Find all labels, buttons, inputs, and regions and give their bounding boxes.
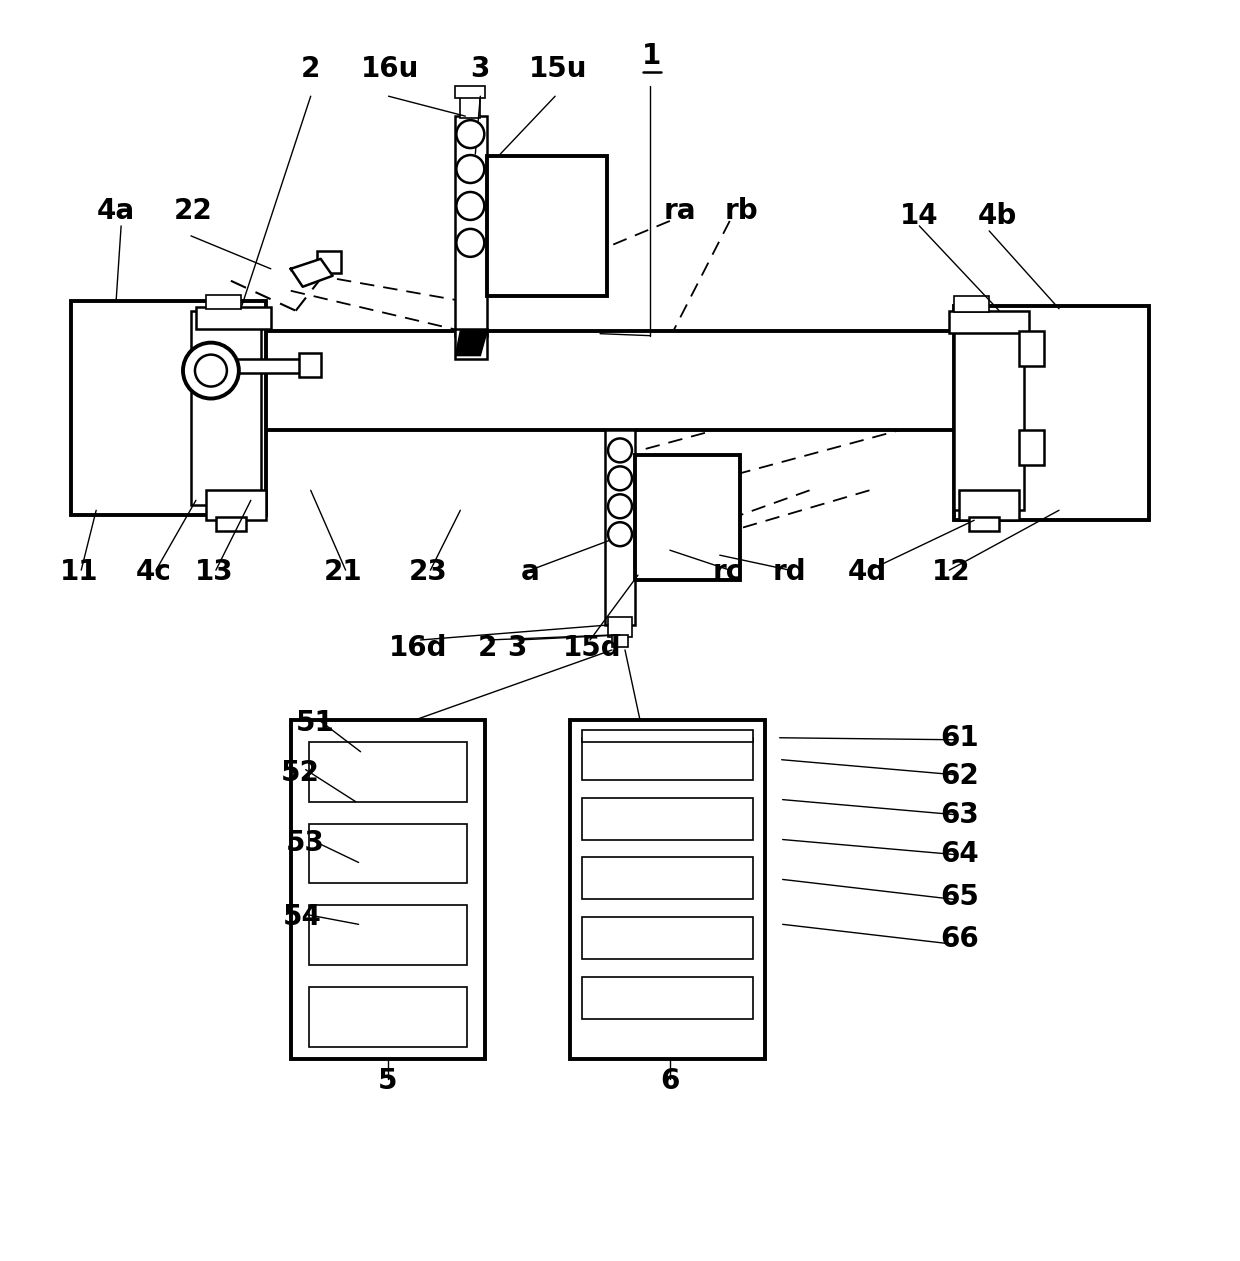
Bar bbox=[582, 798, 753, 840]
Text: 64: 64 bbox=[940, 841, 978, 869]
Circle shape bbox=[195, 354, 227, 387]
Bar bbox=[71, 300, 265, 516]
Bar bbox=[309, 905, 467, 965]
Bar bbox=[582, 738, 753, 779]
Text: 53: 53 bbox=[286, 828, 325, 856]
Text: 3: 3 bbox=[471, 55, 490, 83]
Circle shape bbox=[456, 120, 485, 148]
Text: 52: 52 bbox=[281, 759, 320, 787]
Text: 22: 22 bbox=[174, 197, 212, 224]
Bar bbox=[955, 315, 1024, 511]
Bar bbox=[487, 156, 608, 296]
Text: 11: 11 bbox=[60, 559, 98, 586]
Text: 62: 62 bbox=[940, 762, 978, 789]
Text: rb: rb bbox=[725, 197, 759, 224]
Text: a: a bbox=[521, 559, 539, 586]
Text: 13: 13 bbox=[195, 559, 233, 586]
Text: 4a: 4a bbox=[97, 197, 135, 224]
Bar bbox=[955, 305, 1148, 521]
Circle shape bbox=[608, 494, 632, 518]
Bar bbox=[582, 730, 753, 741]
Bar bbox=[299, 353, 321, 377]
Bar bbox=[960, 491, 1019, 521]
Text: 61: 61 bbox=[940, 724, 978, 752]
Bar bbox=[216, 517, 246, 531]
Bar bbox=[582, 977, 753, 1019]
Bar bbox=[1019, 430, 1044, 465]
Bar bbox=[290, 720, 485, 1059]
Bar bbox=[309, 987, 467, 1047]
Bar bbox=[455, 116, 487, 335]
Bar bbox=[950, 310, 1029, 333]
Circle shape bbox=[456, 192, 485, 219]
Circle shape bbox=[608, 467, 632, 491]
Text: ra: ra bbox=[663, 197, 696, 224]
Bar bbox=[206, 295, 241, 309]
Polygon shape bbox=[455, 330, 487, 356]
Bar bbox=[635, 455, 740, 580]
Bar bbox=[608, 617, 632, 637]
Bar bbox=[191, 310, 260, 506]
Text: 4c: 4c bbox=[136, 559, 172, 586]
Bar bbox=[1019, 330, 1044, 366]
Bar bbox=[582, 857, 753, 899]
Bar bbox=[196, 306, 270, 329]
Circle shape bbox=[456, 230, 485, 257]
Bar bbox=[460, 95, 480, 119]
Bar bbox=[613, 636, 627, 647]
Text: 66: 66 bbox=[940, 926, 978, 953]
Circle shape bbox=[184, 343, 239, 398]
Text: 21: 21 bbox=[324, 559, 362, 586]
Text: 15d: 15d bbox=[563, 634, 621, 662]
Bar bbox=[146, 330, 1089, 430]
Text: 5: 5 bbox=[378, 1067, 397, 1095]
Bar bbox=[316, 251, 341, 272]
Text: 4b: 4b bbox=[977, 202, 1017, 230]
Text: 65: 65 bbox=[940, 884, 978, 912]
Text: 16u: 16u bbox=[361, 55, 419, 83]
Text: 51: 51 bbox=[296, 709, 335, 736]
Text: 16d: 16d bbox=[389, 634, 448, 662]
Bar bbox=[570, 720, 765, 1059]
Text: 2: 2 bbox=[301, 55, 320, 83]
Text: 63: 63 bbox=[940, 801, 978, 828]
Polygon shape bbox=[290, 259, 332, 286]
Bar bbox=[211, 358, 306, 372]
Bar bbox=[206, 491, 265, 521]
Text: 15u: 15u bbox=[529, 55, 588, 83]
Text: 12: 12 bbox=[932, 559, 971, 586]
Text: 6: 6 bbox=[660, 1067, 680, 1095]
Text: 1: 1 bbox=[642, 43, 662, 71]
Circle shape bbox=[608, 439, 632, 463]
Text: 54: 54 bbox=[283, 903, 322, 932]
Text: 3: 3 bbox=[507, 634, 527, 662]
Circle shape bbox=[608, 522, 632, 546]
Bar bbox=[455, 86, 485, 98]
Bar bbox=[309, 823, 467, 884]
Text: 14: 14 bbox=[900, 202, 939, 230]
Text: 2: 2 bbox=[477, 634, 497, 662]
Bar bbox=[605, 430, 635, 625]
Bar bbox=[455, 329, 487, 358]
Text: 23: 23 bbox=[409, 559, 448, 586]
Bar bbox=[970, 517, 999, 531]
Bar bbox=[582, 917, 753, 960]
Bar bbox=[309, 741, 467, 802]
Text: 4d: 4d bbox=[848, 559, 887, 586]
Bar bbox=[955, 296, 990, 311]
Text: rd: rd bbox=[773, 559, 806, 586]
Text: rc: rc bbox=[713, 559, 743, 586]
Circle shape bbox=[456, 155, 485, 183]
